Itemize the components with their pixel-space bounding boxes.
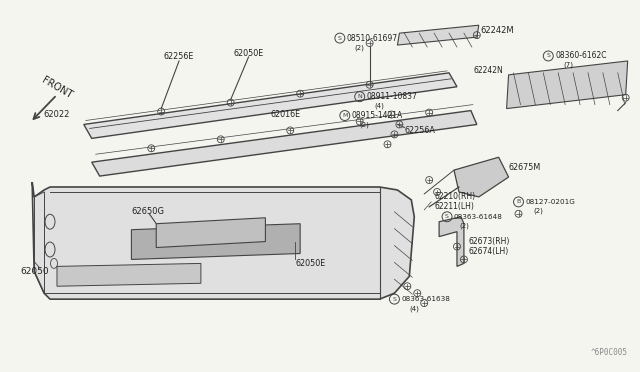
Polygon shape — [454, 157, 509, 197]
Text: (4): (4) — [374, 102, 385, 109]
Polygon shape — [32, 182, 414, 299]
Text: 08363-61638: 08363-61638 — [401, 296, 451, 302]
Text: 08360-6162C: 08360-6162C — [556, 51, 607, 61]
Polygon shape — [84, 73, 457, 138]
Polygon shape — [507, 61, 628, 109]
Text: FRONT: FRONT — [40, 75, 74, 100]
Polygon shape — [92, 110, 477, 176]
Text: 62050E: 62050E — [295, 259, 325, 268]
Text: (2): (2) — [459, 222, 469, 229]
Text: S: S — [547, 54, 550, 58]
Polygon shape — [57, 263, 201, 286]
Text: S: S — [445, 214, 449, 219]
Polygon shape — [397, 25, 479, 45]
Text: 62673(RH): 62673(RH) — [469, 237, 510, 246]
Polygon shape — [156, 218, 266, 247]
Text: 08915-1421A: 08915-1421A — [352, 111, 403, 120]
Text: 62022: 62022 — [44, 110, 70, 119]
Text: 62050E: 62050E — [234, 48, 264, 58]
Text: 62016E: 62016E — [270, 110, 301, 119]
Text: 08127-0201G: 08127-0201G — [525, 199, 575, 205]
Text: (2): (2) — [360, 121, 369, 128]
Text: B: B — [516, 199, 520, 204]
Text: 62675M: 62675M — [509, 163, 541, 171]
Text: 08911-10837: 08911-10837 — [367, 92, 417, 101]
Text: (2): (2) — [355, 45, 365, 51]
Polygon shape — [439, 217, 464, 266]
Text: 62674(LH): 62674(LH) — [469, 247, 509, 256]
Text: 62256E: 62256E — [164, 52, 195, 61]
Text: ^6P0C005: ^6P0C005 — [591, 348, 628, 357]
Text: N: N — [357, 94, 362, 99]
Text: 08363-61648: 08363-61648 — [454, 214, 503, 220]
Text: S: S — [338, 36, 342, 41]
Text: M: M — [342, 113, 348, 118]
Text: 62256A: 62256A — [404, 126, 435, 135]
Text: 08510-61697: 08510-61697 — [347, 33, 398, 43]
Text: 62211(LH): 62211(LH) — [434, 202, 474, 211]
Text: S: S — [392, 296, 396, 302]
Text: (2): (2) — [533, 208, 543, 214]
Text: 62050: 62050 — [20, 267, 49, 276]
Text: 62650G: 62650G — [131, 207, 164, 216]
Text: (7): (7) — [563, 62, 573, 68]
Text: 62242N: 62242N — [474, 66, 504, 76]
Text: 62242M: 62242M — [481, 26, 515, 35]
Text: (4): (4) — [410, 306, 419, 312]
Text: 62210(RH): 62210(RH) — [434, 192, 476, 201]
Polygon shape — [131, 224, 300, 259]
